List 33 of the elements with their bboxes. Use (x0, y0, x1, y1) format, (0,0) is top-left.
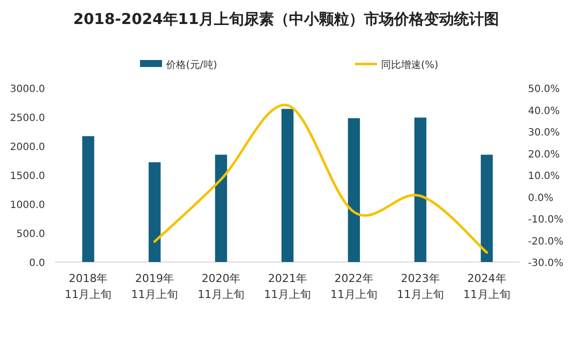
y2-tick-label: 0.0% (528, 192, 554, 204)
legend-label: 同比增速(%) (381, 59, 438, 71)
y2-tick-label: -20.0% (528, 236, 564, 248)
y-tick-label: 2000.0 (10, 142, 45, 153)
bar (148, 162, 161, 262)
x-tick-label: 2022年 11月上旬 (330, 272, 378, 301)
x-tick-label: 2023年 11月上旬 (396, 272, 444, 301)
x-tick-label: 2021年 11月上旬 (264, 272, 311, 301)
x-tick-label: 2019年 11月上旬 (131, 272, 178, 301)
bar (282, 108, 294, 262)
y2-tick-label: 30.0% (528, 128, 560, 138)
y2-tick-label: 10.0% (528, 171, 560, 182)
y2-tick-label: -10.0% (528, 214, 564, 226)
bar (82, 136, 94, 262)
y2-tick-label: 20.0% (528, 149, 560, 160)
y2-tick-label: 50.0% (528, 84, 560, 95)
y-tick-label: 0.0 (29, 258, 45, 269)
y-tick-label: 1500.0 (10, 171, 45, 182)
y-tick-label: 500.0 (16, 229, 45, 240)
y-tick-label: 2500.0 (10, 113, 45, 124)
x-tick-label: 2020年 11月上旬 (198, 272, 245, 301)
legend-label: 价格(元/吨) (165, 59, 218, 71)
x-tick-label: 2018年 11月上旬 (64, 272, 112, 301)
y2-tick-label: 40.0% (528, 106, 560, 117)
y-tick-label: 1000.0 (10, 200, 45, 211)
bar (480, 154, 493, 262)
y-tick-label: 3000.0 (10, 84, 45, 95)
bar (215, 154, 228, 262)
title: 2018-2024年11月上旬尿素（中小颗粒）市场价格变动统计图 (73, 10, 499, 28)
x-tick-label: 2024年 11月上旬 (463, 272, 510, 301)
y2-tick-label: -30.0% (528, 258, 564, 269)
bar (414, 118, 426, 262)
bar (348, 118, 360, 262)
